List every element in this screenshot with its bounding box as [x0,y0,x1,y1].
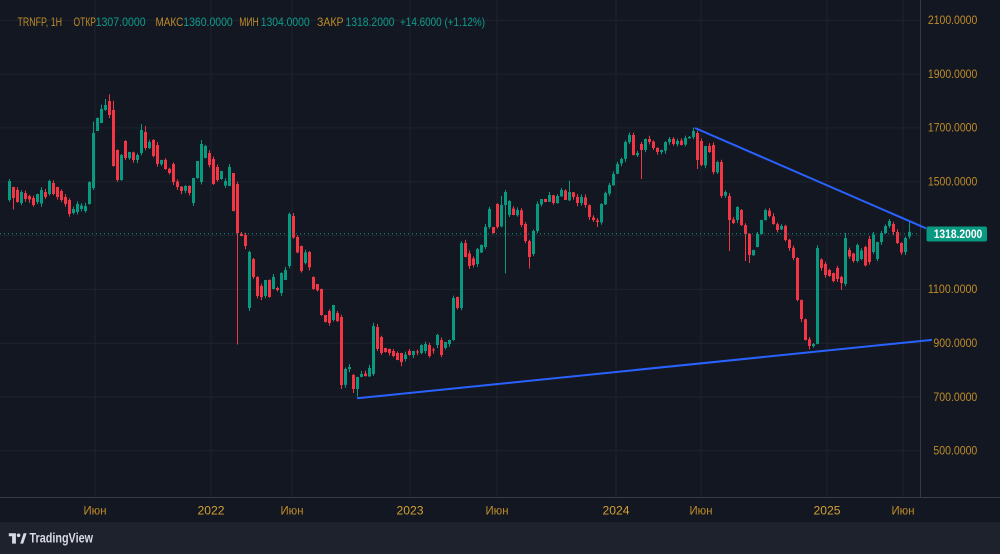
svg-text:TradingView: TradingView [30,531,94,546]
svg-text:500.0000: 500.0000 [933,446,977,458]
svg-text:Июн: Июн [84,505,107,517]
svg-text:900.0000: 900.0000 [933,338,977,350]
svg-text:1900.0000: 1900.0000 [928,69,977,81]
svg-text:2100.0000: 2100.0000 [928,15,977,27]
svg-text:ЗАКР: ЗАКР [317,15,344,29]
svg-text:2025: 2025 [814,503,841,517]
svg-text:2024: 2024 [603,503,630,517]
svg-text:1100.0000: 1100.0000 [928,284,977,296]
svg-text:Июн: Июн [281,505,304,517]
svg-text:TRNFP, 1H: TRNFP, 1H [18,15,63,29]
svg-text:1318.2000: 1318.2000 [346,15,395,29]
svg-text:700.0000: 700.0000 [933,392,977,404]
svg-text:ОТКР: ОТКР [74,15,97,29]
svg-text:2023: 2023 [397,503,424,517]
svg-text:1318.2000: 1318.2000 [934,229,983,241]
svg-text:Июн: Июн [690,505,713,517]
svg-text:2022: 2022 [198,503,225,517]
svg-text:Июн: Июн [486,505,509,517]
svg-text:МАКС: МАКС [156,15,184,29]
svg-text:1500.0000: 1500.0000 [928,177,977,189]
svg-text:1700.0000: 1700.0000 [928,123,977,135]
svg-text:+14.6000 (+1.12%): +14.6000 (+1.12%) [400,15,485,29]
svg-text:1307.0000: 1307.0000 [96,15,146,29]
svg-text:1360.0000: 1360.0000 [183,15,233,29]
svg-text:Июн: Июн [892,505,915,517]
svg-text:МИН: МИН [239,15,259,29]
svg-text:1304.0000: 1304.0000 [261,15,310,29]
